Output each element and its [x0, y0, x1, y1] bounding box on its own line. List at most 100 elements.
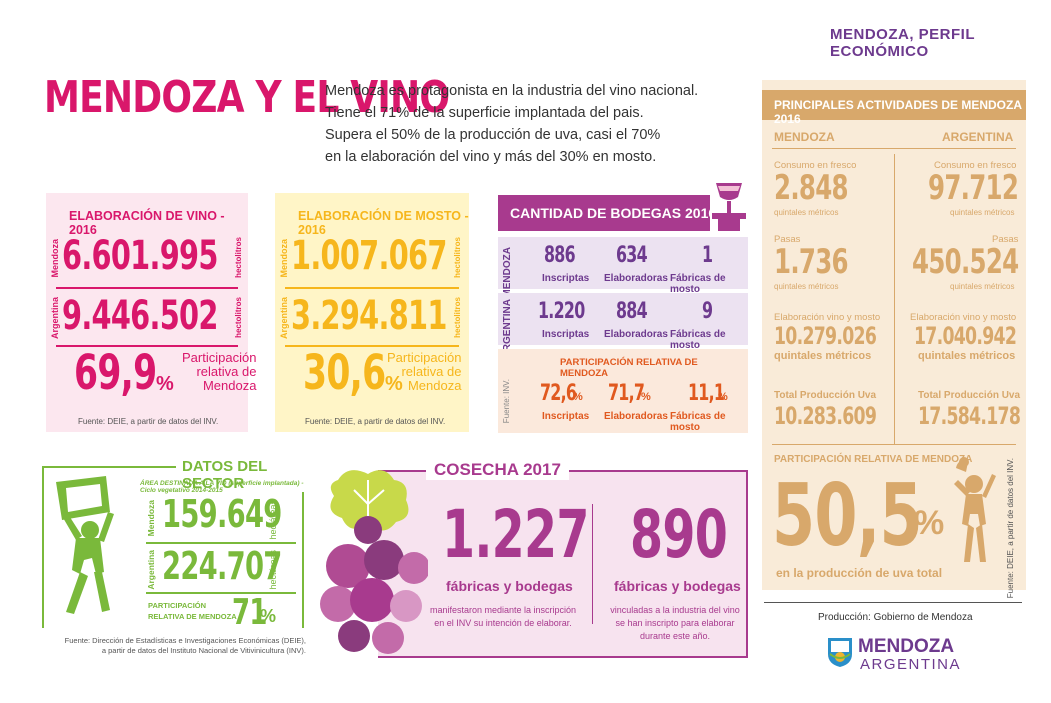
- divider: [56, 287, 238, 289]
- mendoza-pasas-value: 1.736: [774, 242, 849, 282]
- bodegas-mendoza-inscriptas: 886: [544, 243, 576, 268]
- grapes-icon: [320, 470, 428, 654]
- unit-text: quintales métricos: [774, 282, 839, 291]
- part-elaboradoras-value: 71,7: [608, 381, 645, 406]
- sector-unit: hectáreas: [268, 550, 278, 590]
- source-line: Fuente: Dirección de Estadísticas e Inve…: [64, 636, 306, 645]
- mendoza-shield-icon: [828, 638, 852, 667]
- worker-figure-icon: [56, 476, 114, 614]
- argentina-pasas-value: 450.524: [912, 242, 1019, 282]
- bodegas-argentina-mosto: 9: [702, 299, 713, 324]
- sector-title: DATOS DEL SECTOR: [176, 458, 304, 492]
- pct-text-line: relativa de: [196, 364, 257, 379]
- bodegas-mendoza-elaboradoras: 634: [616, 243, 648, 268]
- mendoza-consumo-value: 2.848: [774, 168, 849, 208]
- text-line: durante este año.: [639, 631, 711, 641]
- cosecha-divider: [592, 504, 593, 624]
- part-mosto-value: 11,1: [688, 381, 725, 406]
- vino-unit: hectolitros: [234, 297, 243, 338]
- mosto-title: ELABORACIÓN DE MOSTO - 2016: [298, 209, 469, 237]
- actividades-panel: PRINCIPALES ACTIVIDADES DE MENDOZA 2016 …: [762, 80, 1026, 598]
- actividades-title-bar: [762, 90, 1026, 120]
- vino-pct-value: 69,9: [74, 345, 157, 401]
- col-mendoza: MENDOZA: [774, 130, 835, 144]
- divider: [56, 345, 238, 347]
- part-pct-sign: %: [718, 391, 728, 403]
- row-label: Consumo en fresco: [774, 160, 857, 171]
- mosto-source: Fuente: DEIE, a partir de datos del INV.: [305, 417, 446, 426]
- bodegas-title-bar: [498, 195, 710, 231]
- mosto-unit: hectolitros: [453, 237, 462, 278]
- sector-unit: hectáreas: [268, 500, 278, 540]
- row-label: Pasas: [992, 234, 1019, 245]
- text-line: vinculadas a la industria del vino: [610, 605, 740, 615]
- actividades-source: Fuente: DEIE, a partir de datos del INV.: [1006, 458, 1015, 599]
- page-title: MENDOZA Y EL VINO: [44, 72, 450, 123]
- logo-line1: MENDOZA: [858, 636, 955, 657]
- bodegas-panel: CANTIDAD DE BODEGAS 2016 MENDOZA 886 Ins…: [498, 183, 748, 433]
- argentina-consumo-value: 97.712: [928, 168, 1019, 208]
- logo-line2: ARGENTINA: [860, 656, 962, 673]
- argentina-elaboracion-value: 17.040.942: [914, 322, 1017, 350]
- sector-mendoza-label: Mendoza: [146, 500, 156, 537]
- sector-argentina-label: Argentina: [146, 550, 156, 590]
- footer-production: Producción: Gobierno de Mendoza: [818, 612, 973, 623]
- grape-carrier-figure-icon: [954, 457, 996, 562]
- part-pct-sign: %: [641, 391, 651, 403]
- stat-label: Inscriptas: [542, 273, 590, 284]
- stat-label: Fábricas de mosto: [670, 329, 726, 351]
- part-divider: [772, 444, 1016, 445]
- row-label: Pasas: [774, 234, 801, 245]
- stat-label: Elaboradoras: [604, 273, 668, 284]
- pct-text-line: Mendoza: [407, 378, 462, 393]
- row-label: Consumo en fresco: [934, 160, 1017, 171]
- vino-mendoza-value: 6.601.995: [62, 233, 218, 279]
- mosto-mendoza-label: Mendoza: [279, 239, 289, 278]
- cosecha-panel: COSECHA 2017 1.227 fábricas y bodegas ma…: [318, 460, 748, 658]
- unit-text: quintales métricos: [950, 208, 1015, 217]
- unit-text: quintales métricos: [774, 208, 839, 217]
- text-line: en el INV su intención de elaborar.: [434, 618, 572, 628]
- pct-text-line: Participación: [182, 350, 257, 365]
- vino-title: ELABORACIÓN DE VINO - 2016: [69, 209, 225, 237]
- mosto-mendoza-value: 1.007.067: [291, 233, 447, 279]
- cosecha-title: COSECHA 2017: [426, 460, 569, 480]
- sector-mendoza-value: 159.649: [162, 492, 282, 536]
- mendoza-elaboracion-value: 10.279.026: [774, 322, 877, 350]
- vino-mendoza-label: Mendoza: [50, 239, 60, 278]
- sector-argentina-value: 224.707: [162, 544, 282, 588]
- stat-label: Fábricas de mosto: [670, 273, 726, 295]
- unit-text: quintales métricos: [950, 282, 1015, 291]
- vino-source: Fuente: DEIE, a partir de datos del INV.: [78, 417, 219, 426]
- bodegas-mendoza-row: [498, 237, 748, 289]
- unit-text: quintales métricos: [774, 350, 872, 362]
- bodegas-argentina-inscriptas: 1.220: [538, 299, 585, 324]
- bodegas-mendoza-mosto: 1: [702, 243, 713, 268]
- actividades-part-title: PARTICIPACIÓN RELATIVA DE MENDOZA: [774, 454, 973, 465]
- header-title: MENDOZA, PERFIL ECONÓMICO: [830, 26, 975, 60]
- intro-line: Mendoza es protagonista en la industria …: [325, 83, 699, 99]
- bodegas-title: CANTIDAD DE BODEGAS 2016: [510, 205, 717, 221]
- divider: [146, 592, 296, 594]
- actividades-part-text: en la producción de uva total: [776, 566, 943, 580]
- stat-label: Fábricas de mosto: [670, 411, 726, 433]
- header-divider: [772, 148, 1016, 149]
- cosecha-right-value: 890: [630, 496, 728, 573]
- bodegas-part-title: PARTICIPACIÓN RELATIVA DE MENDOZA: [560, 357, 698, 379]
- footer-divider: [764, 602, 1022, 603]
- row-label: Elaboración vino y mosto: [774, 312, 881, 323]
- sector-part-label: PARTICIPACIÓN RELATIVA DE MENDOZA: [148, 600, 237, 622]
- row-label: Total Producción Uva: [918, 390, 1021, 401]
- actividades-title: PRINCIPALES ACTIVIDADES DE MENDOZA 2016: [774, 98, 1022, 126]
- vino-panel: ELABORACIÓN DE VINO - 2016 Mendoza 6.601…: [46, 193, 256, 432]
- column-divider: [894, 154, 895, 444]
- cosecha-left-label: fábricas y bodegas: [446, 578, 573, 594]
- vino-pct-text: Participación relativa de Mendoza: [182, 351, 256, 393]
- intro-line: en la elaboración del vino y más del 30%…: [325, 149, 657, 165]
- unit-text: quintales métricos: [918, 350, 1016, 362]
- text-line: manifestaron mediante la inscripción: [429, 605, 577, 615]
- bodegas-source: Fuente: INV.: [502, 379, 511, 424]
- source-line: a partir de datos del Instituto Nacional…: [101, 646, 306, 655]
- cosecha-bg: [378, 470, 748, 658]
- mosto-argentina-label: Argentina: [279, 297, 289, 340]
